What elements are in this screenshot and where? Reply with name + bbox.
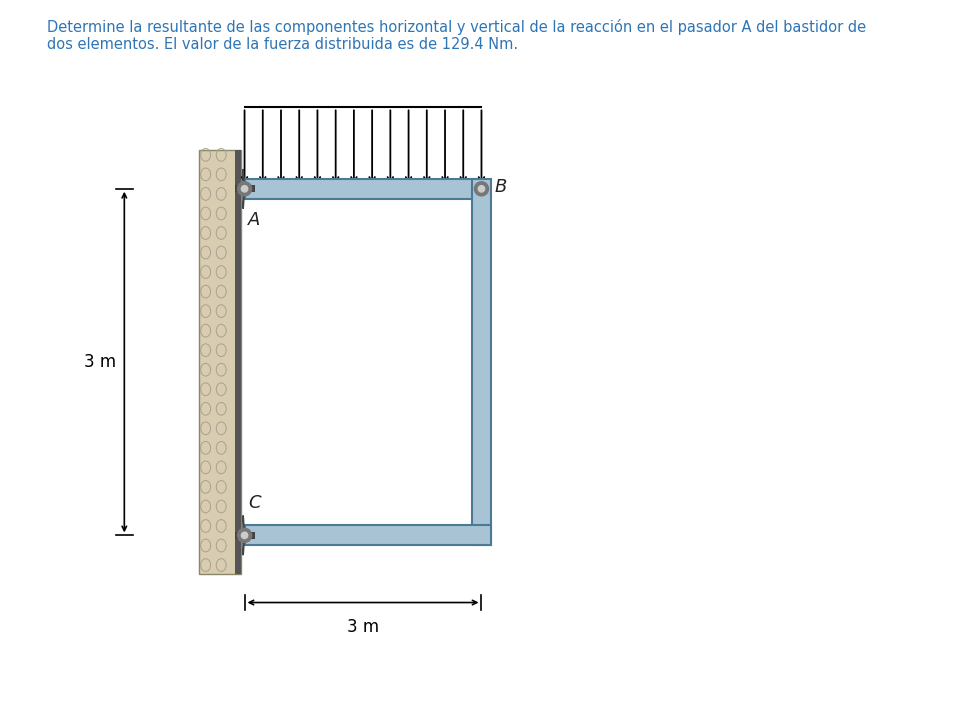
Text: B: B [494, 178, 507, 196]
Text: 3 m: 3 m [83, 353, 116, 371]
Circle shape [242, 532, 248, 538]
Bar [245, 179, 482, 199]
Bar [235, 532, 255, 539]
Polygon shape [243, 169, 245, 209]
Circle shape [475, 182, 488, 196]
Bar [235, 150, 241, 574]
Bar [245, 525, 491, 545]
Text: 3 m: 3 m [347, 618, 379, 636]
Bar [198, 150, 241, 574]
Polygon shape [243, 515, 245, 555]
Text: Determine la resultante de las componentes horizontal y vertical de la reacción : Determine la resultante de las component… [46, 19, 865, 53]
Bar [235, 185, 255, 192]
Circle shape [242, 185, 248, 192]
Circle shape [238, 182, 251, 196]
Text: C: C [249, 494, 261, 512]
Text: A: A [249, 212, 260, 229]
Circle shape [238, 528, 251, 542]
Circle shape [479, 185, 484, 192]
Bar [472, 179, 491, 545]
